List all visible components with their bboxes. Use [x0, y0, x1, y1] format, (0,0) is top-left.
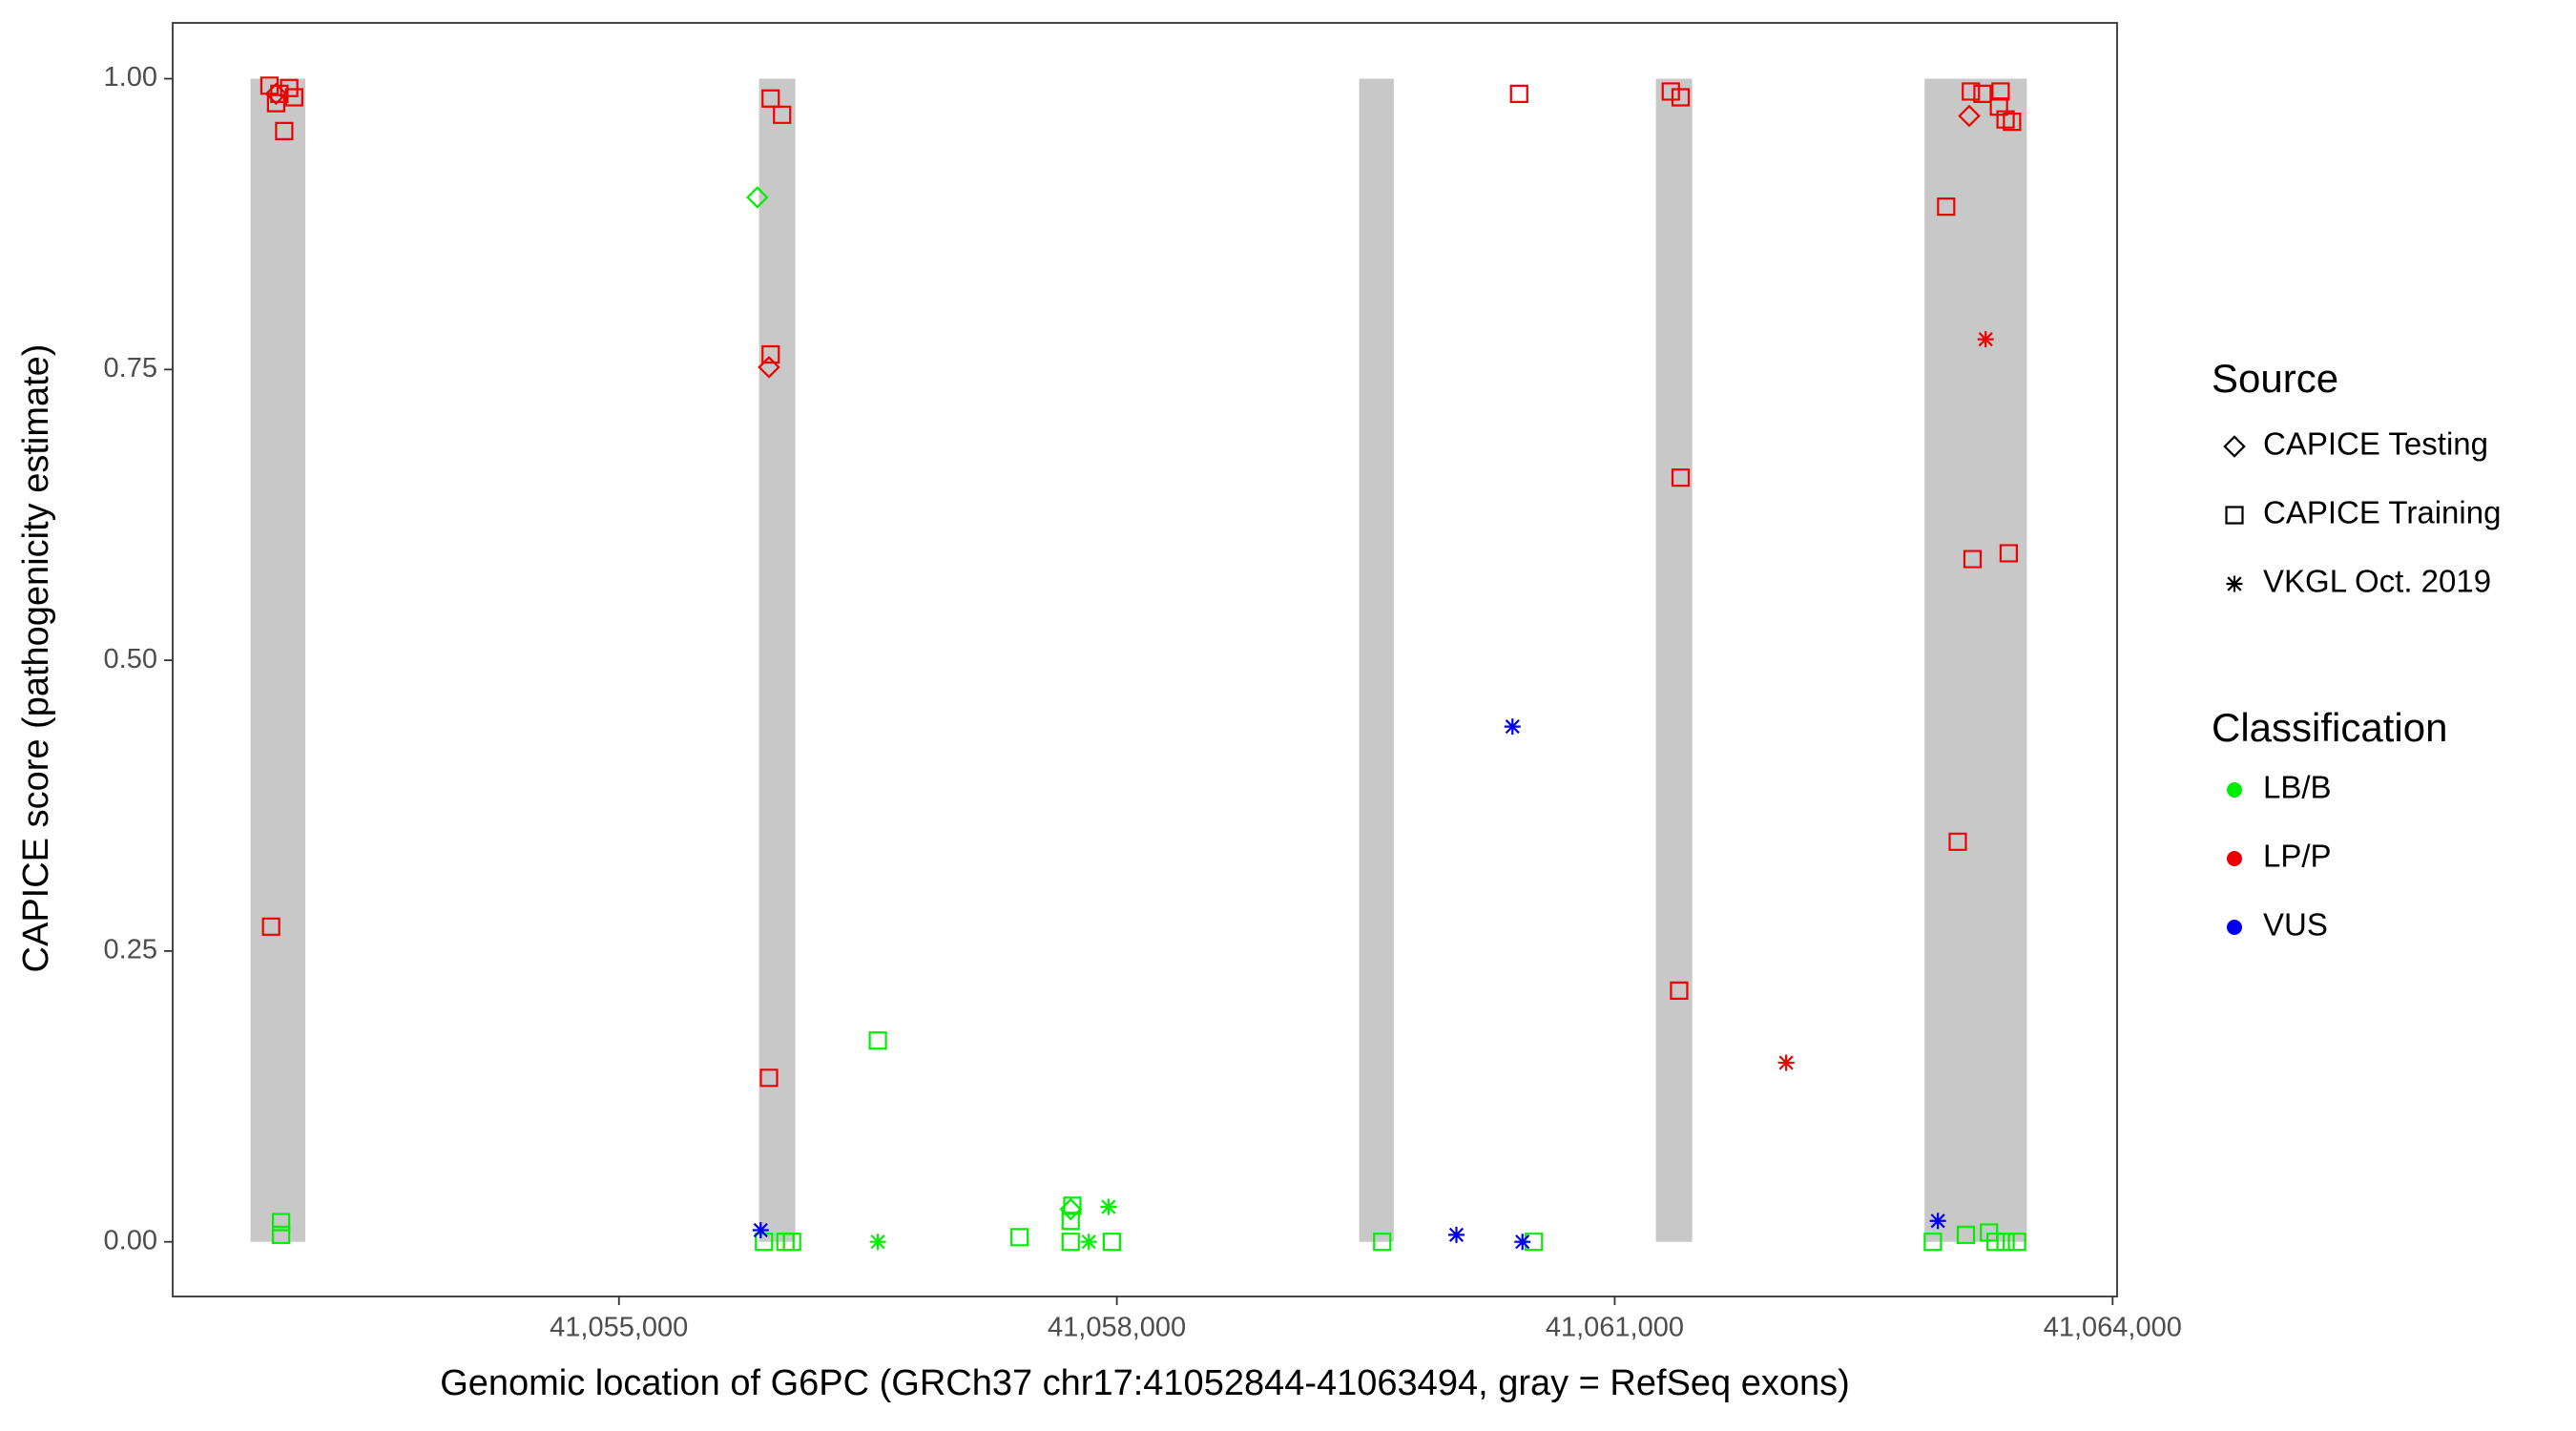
point	[1448, 1226, 1465, 1243]
point	[1991, 82, 2010, 101]
point	[1923, 1233, 1942, 1252]
y-tick-label: 0.50	[104, 644, 157, 674]
point	[1929, 1213, 1946, 1230]
point	[1977, 331, 1994, 348]
point	[266, 93, 285, 113]
legend-label: CAPICE Training	[2263, 495, 2501, 530]
point	[275, 121, 294, 140]
point	[1670, 981, 1689, 1000]
legend-key	[2227, 920, 2242, 935]
point	[1937, 197, 1956, 217]
y-tick-label: 0.25	[104, 935, 157, 965]
y-tick-label: 0.75	[104, 353, 157, 384]
point	[755, 1233, 774, 1252]
point	[260, 76, 280, 95]
legend-key	[2227, 782, 2242, 798]
legend-key	[2225, 506, 2244, 525]
legend-key	[2223, 435, 2246, 458]
point	[1989, 97, 2008, 116]
point	[280, 78, 299, 97]
legend-key	[2227, 851, 2242, 866]
point	[1956, 1225, 1976, 1244]
x-tick-label: 41,061,000	[1546, 1313, 1684, 1343]
point	[1514, 1234, 1531, 1251]
x-tick-label: 41,058,000	[1048, 1313, 1186, 1343]
point	[2007, 1233, 2026, 1252]
point	[1777, 1054, 1795, 1071]
point	[1948, 832, 1967, 851]
point	[264, 82, 288, 106]
point	[2003, 113, 2022, 132]
plot-border	[172, 22, 2118, 1297]
point	[261, 917, 280, 936]
x-axis-title: Genomic location of G6PC (GRCh37 chr17:4…	[440, 1363, 1850, 1403]
point	[1504, 718, 1521, 736]
x-tick-label: 41,055,000	[550, 1313, 688, 1343]
point	[869, 1234, 886, 1251]
point	[773, 105, 792, 124]
point	[1061, 1233, 1080, 1252]
point	[1963, 550, 1983, 569]
point	[746, 186, 769, 209]
point	[1080, 1234, 1097, 1251]
point	[1102, 1233, 1121, 1252]
exon	[250, 78, 305, 1242]
y-tick-label: 0.00	[104, 1225, 157, 1255]
point	[868, 1031, 887, 1050]
exon	[1924, 78, 2027, 1242]
point	[1996, 110, 2015, 129]
y-tick-label: 1.00	[104, 62, 157, 93]
legend-label: VUS	[2263, 907, 2328, 943]
point	[1671, 88, 1691, 107]
legend-label: VKGL Oct. 2019	[2263, 564, 2491, 599]
legend-key	[2226, 575, 2243, 592]
point	[752, 1222, 769, 1239]
point	[271, 1225, 291, 1244]
legend-label: LP/P	[2263, 839, 2332, 874]
point	[1509, 84, 1528, 103]
point	[1100, 1198, 1117, 1215]
point	[759, 1068, 779, 1088]
y-axis-title: CAPICE score (pathogenicity estimate)	[16, 344, 56, 973]
point	[1373, 1233, 1392, 1252]
legend-label: CAPICE Testing	[2263, 426, 2488, 462]
point	[1958, 104, 1981, 128]
point	[1962, 82, 1981, 101]
point	[758, 356, 780, 379]
point	[782, 1233, 801, 1252]
legend-title: Source	[2212, 356, 2338, 401]
point	[761, 344, 780, 364]
point	[1063, 1196, 1082, 1215]
point	[1661, 82, 1680, 101]
exon	[1359, 78, 1394, 1242]
point	[1010, 1228, 1029, 1247]
point	[1671, 468, 1691, 487]
point	[1999, 544, 2019, 563]
x-tick-label: 41,064,000	[2044, 1313, 2182, 1343]
point	[284, 88, 303, 107]
exon	[758, 78, 796, 1242]
legend-label: LB/B	[2263, 770, 2332, 805]
exon	[1655, 78, 1693, 1242]
legend-title: Classification	[2212, 705, 2447, 750]
point	[1061, 1212, 1080, 1231]
